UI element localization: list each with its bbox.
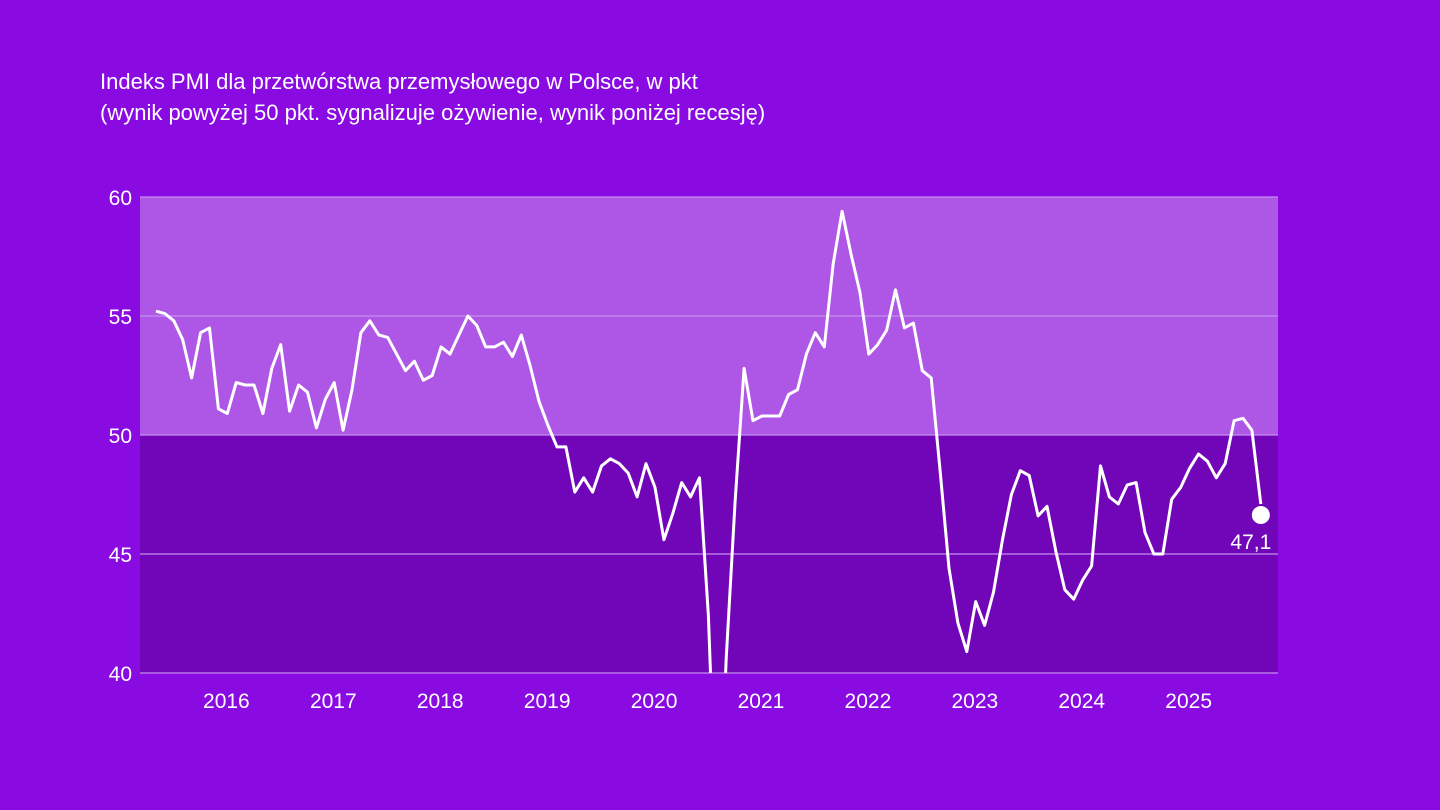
chart-title-block: Indeks PMI dla przetwórstwa przemysłoweg… bbox=[100, 66, 765, 128]
chart-title: Indeks PMI dla przetwórstwa przemysłoweg… bbox=[100, 69, 698, 94]
y-tick-label: 45 bbox=[109, 544, 132, 567]
chart-subtitle: (wynik powyżej 50 pkt. sygnalizuje ożywi… bbox=[100, 100, 766, 125]
x-tick-label: 2016 bbox=[203, 690, 250, 713]
x-tick-label: 2020 bbox=[631, 690, 678, 713]
x-tick-label: 2018 bbox=[417, 690, 464, 713]
y-tick-label: 55 bbox=[109, 306, 132, 329]
last-value-marker bbox=[1251, 506, 1270, 525]
y-tick-label: 40 bbox=[109, 663, 132, 686]
x-tick-label: 2025 bbox=[1165, 690, 1212, 713]
pmi-series-line bbox=[155, 209, 1263, 674]
x-tick-label: 2024 bbox=[1058, 690, 1105, 713]
x-tick-label: 2021 bbox=[738, 690, 785, 713]
y-tick-label: 60 bbox=[109, 187, 132, 210]
x-tick-label: 2022 bbox=[845, 690, 892, 713]
last-value-label: 47,1 bbox=[1230, 531, 1271, 554]
y-tick-label: 50 bbox=[109, 425, 132, 448]
x-tick-label: 2023 bbox=[951, 690, 998, 713]
x-tick-label: 2019 bbox=[524, 690, 571, 713]
x-tick-label: 2017 bbox=[310, 690, 357, 713]
